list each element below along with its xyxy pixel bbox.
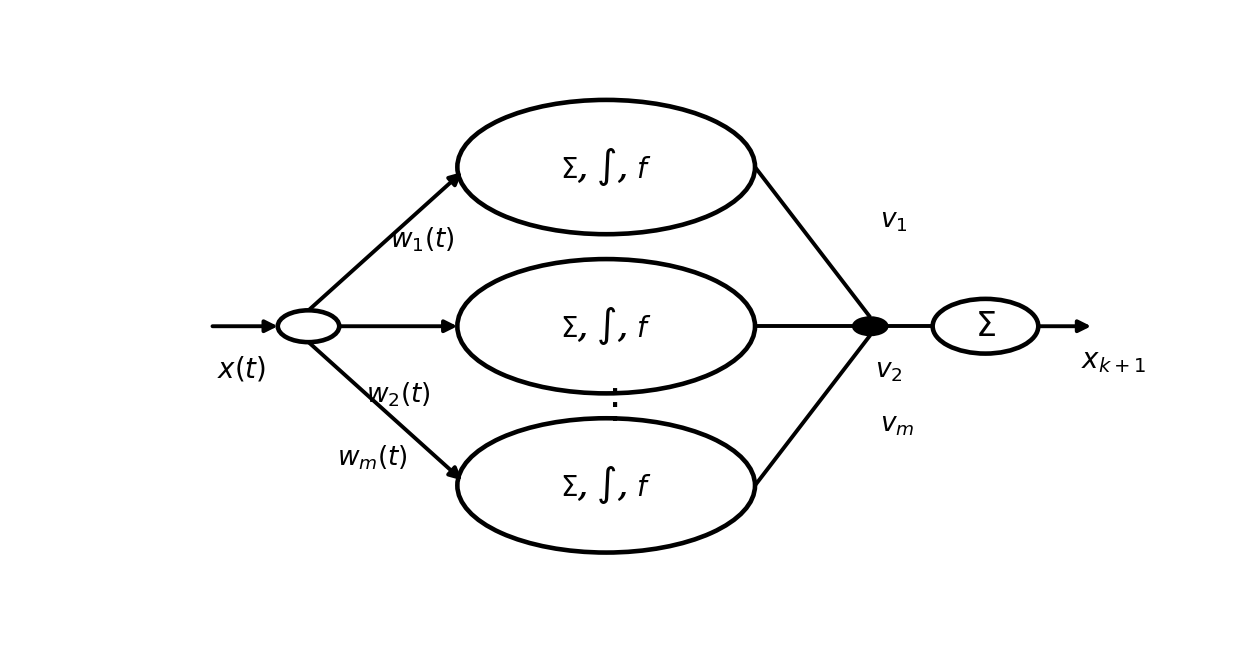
Text: $x(t)$: $x(t)$	[217, 354, 266, 383]
Text: $\Sigma$, $\int$, $f$: $\Sigma$, $\int$, $f$	[560, 464, 652, 506]
Text: $\vdots$: $\vdots$	[595, 387, 618, 425]
Text: $x_{k+1}$: $x_{k+1}$	[1082, 348, 1146, 375]
Text: $w_1(t)$: $w_1(t)$	[390, 225, 455, 254]
Text: $v_m$: $v_m$	[880, 413, 914, 438]
Text: $v_2$: $v_2$	[875, 359, 903, 384]
Text: $v_1$: $v_1$	[880, 209, 907, 234]
Circle shape	[933, 299, 1038, 353]
Circle shape	[852, 317, 887, 335]
Text: $\Sigma$: $\Sigma$	[975, 309, 996, 343]
Text: $\Sigma$, $\int$, $f$: $\Sigma$, $\int$, $f$	[560, 146, 652, 188]
Circle shape	[278, 310, 339, 342]
Text: $w_m(t)$: $w_m(t)$	[337, 443, 409, 472]
Text: $\Sigma$, $\int$, $f$: $\Sigma$, $\int$, $f$	[560, 305, 652, 348]
Text: $w_2(t)$: $w_2(t)$	[367, 381, 431, 410]
